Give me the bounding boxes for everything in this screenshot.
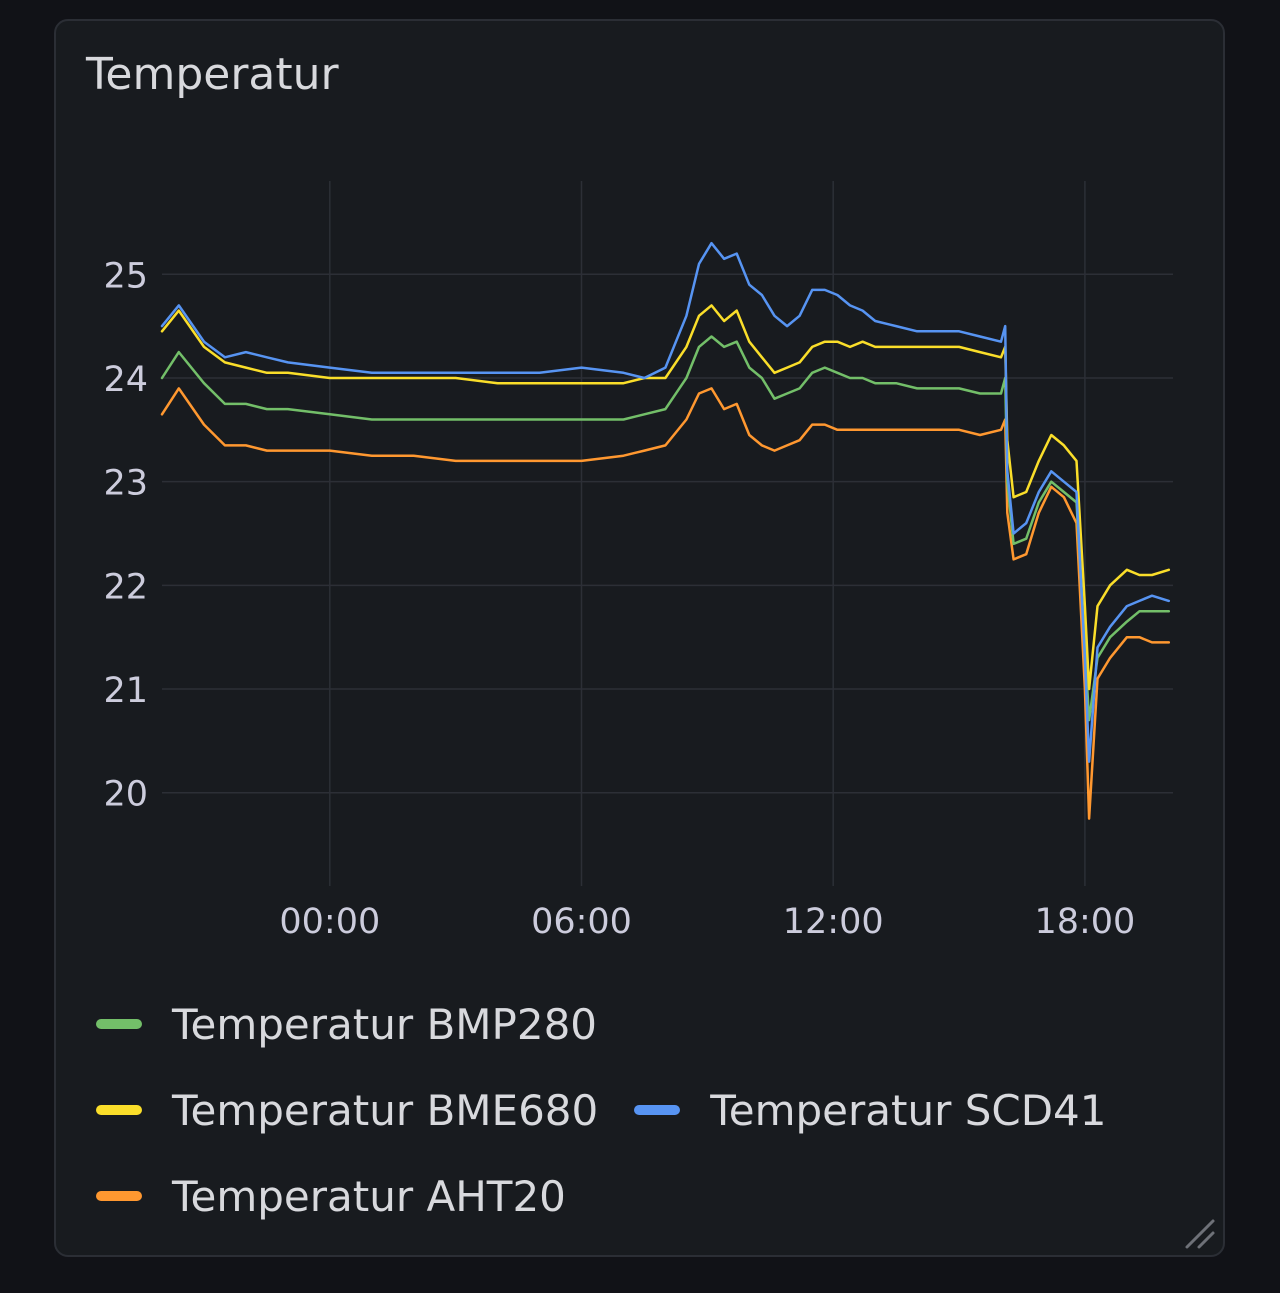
x-tick-label: 12:00 [783,902,884,942]
chart-grid [162,181,1173,886]
y-tick-label: 21 [103,671,148,711]
resize-handle-icon[interactable] [1183,1217,1217,1251]
temperature-chart: 20 21 22 23 24 25 00:00 06:00 12:00 18:00 [103,181,1173,942]
y-tick-label: 24 [103,360,148,400]
y-tick-label: 22 [103,567,148,607]
legend-swatch [96,1191,142,1201]
legend-label: Temperatur AHT20 [172,1171,566,1221]
legend-row: Temperatur AHT20 [96,1153,1196,1239]
series-lines [160,241,1171,820]
legend-item[interactable]: Temperatur BME680 [96,1086,598,1135]
series-line-temperatur-bme680 [160,304,1171,691]
legend-row: Temperatur BME680 Temperatur SCD41 [96,1067,1196,1153]
x-tick-label: 18:00 [1034,902,1135,942]
x-axis: 00:00 06:00 12:00 18:00 [279,902,1135,942]
series-line-temperatur-aht20 [160,387,1171,820]
y-tick-label: 23 [103,464,148,504]
chart-legend: Temperatur BMP280 Temperatur BME680 Temper… [96,981,1196,1239]
legend-row: Temperatur BMP280 [96,981,1196,1067]
y-tick-label: 20 [103,775,148,815]
legend-label: Temperatur BMP280 [172,999,598,1049]
x-tick-label: 06:00 [531,902,632,942]
y-tick-label: 25 [103,256,148,296]
legend-swatch [96,1105,142,1115]
x-tick-label: 00:00 [279,902,380,942]
legend-label: Temperatur SCD41 [710,1085,1107,1135]
legend-item[interactable]: Temperatur BMP280 [96,1000,597,1049]
legend-label: Temperatur BME680 [172,1085,599,1135]
legend-swatch [634,1105,681,1115]
legend-item[interactable]: Temperatur AHT20 [96,1172,566,1221]
chart-panel: Temperatur 20 21 22 23 24 25 00:00 06:00 12:00 1… [54,19,1225,1257]
legend-item[interactable]: Temperatur SCD41 [634,1085,1107,1135]
y-axis: 20 21 22 23 24 25 [103,256,148,814]
series-line-temperatur-bmp280 [160,335,1171,722]
panel-title: Temperatur [86,49,339,100]
series-line-temperatur-scd41 [160,241,1171,763]
legend-swatch [96,1019,142,1029]
